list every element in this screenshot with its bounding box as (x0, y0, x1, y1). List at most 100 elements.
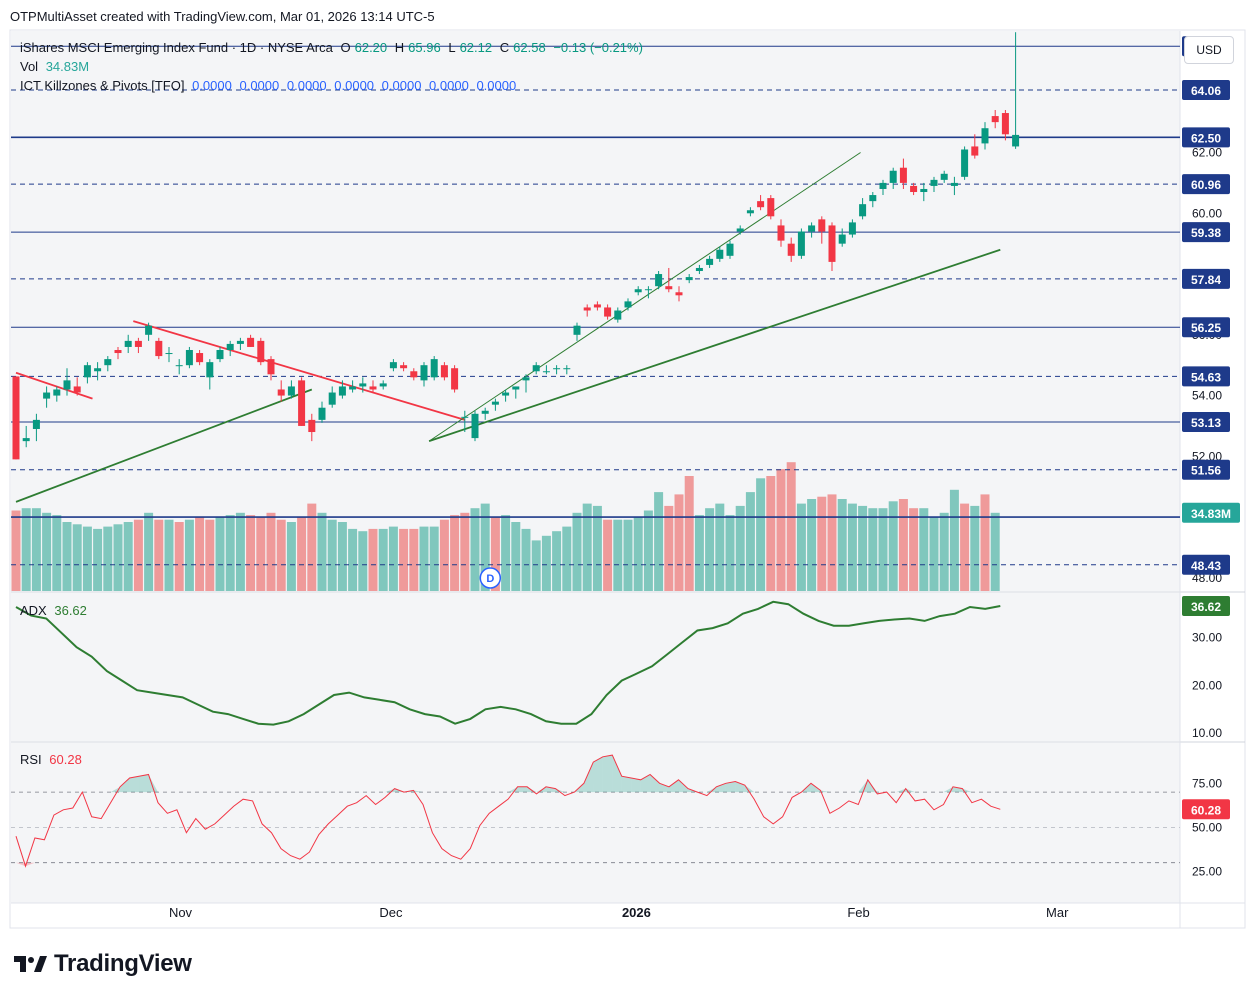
adx-axis-tick: 10.00 (1192, 726, 1222, 740)
volume-bar (297, 517, 307, 591)
candle-body (665, 286, 673, 290)
volume-bar (796, 503, 806, 591)
candle-body (899, 167, 907, 183)
adx-pane (11, 593, 1180, 741)
volume-bar (480, 503, 490, 591)
volume-label[interactable]: Vol (20, 59, 39, 74)
level-label: 60.96 (1191, 178, 1221, 192)
adx-label[interactable]: ADX (20, 603, 47, 618)
rsi-overbought-fill (744, 785, 755, 793)
ict-value: 0.0000 (381, 78, 422, 93)
time-axis-label: Dec (379, 905, 403, 920)
level-label: 64.06 (1191, 84, 1221, 98)
candle-body (583, 307, 591, 311)
rsi-oversold-fill (16, 862, 26, 867)
candle-body (685, 277, 693, 281)
symbol-title[interactable]: iShares MSCI Emerging Index Fund · 1D · … (20, 40, 333, 55)
ict-legend: ICT Killzones & Pivots [TFO] 0.0000 0.00… (20, 78, 520, 93)
volume-bar (235, 512, 245, 591)
candle-body (389, 362, 397, 369)
adx-last-label: 36.62 (1191, 600, 1221, 614)
volume-bar (195, 517, 205, 591)
volume-bar (909, 508, 919, 591)
time-axis-label: Feb (847, 905, 869, 920)
rsi-overbought-fill (621, 776, 632, 793)
volume-bar (307, 503, 317, 591)
candle-body (471, 413, 479, 439)
candle-body (12, 376, 20, 460)
candle-body (165, 353, 173, 355)
volume-bar (817, 496, 827, 591)
volume-bar (399, 528, 409, 591)
volume-bar (929, 517, 939, 591)
volume-bar (154, 519, 164, 591)
volume-bar (888, 501, 898, 591)
rsi-overbought-fill (669, 779, 679, 793)
high-value: 65.96 (408, 40, 441, 55)
volume-bar (62, 522, 72, 591)
rsi-label[interactable]: RSI (20, 752, 42, 767)
candle-body (328, 392, 336, 405)
tradingview-logo[interactable]: TradingView (12, 950, 192, 978)
tradingview-logo-icon (14, 956, 47, 972)
candle-body (542, 371, 550, 373)
volume-bar (276, 519, 286, 591)
candle-body (920, 188, 928, 193)
candle-body (563, 368, 571, 370)
candle-body (910, 185, 918, 193)
candle-body (410, 371, 418, 378)
candle-body (94, 368, 102, 372)
volume-bar (378, 528, 388, 591)
candle-body (828, 225, 836, 262)
level-label-box (1182, 366, 1230, 387)
candle-body (461, 416, 469, 418)
level-label: 48.43 (1191, 559, 1221, 573)
candle-body (716, 249, 724, 259)
rsi-overbought-fill (413, 790, 423, 793)
candle-body (624, 301, 632, 308)
volume-bar (684, 476, 694, 591)
currency-button[interactable]: USD (1184, 36, 1234, 64)
price-axis-tick: 60.00 (1192, 206, 1222, 220)
candle-body (869, 195, 877, 202)
candle-body (440, 365, 448, 378)
volume-bar (664, 505, 674, 591)
volume-bar (552, 531, 562, 591)
volume-bar (858, 505, 868, 591)
volume-bar (266, 512, 276, 591)
candle-body (206, 362, 214, 378)
volume-bar (409, 528, 419, 591)
volume-bar (327, 519, 337, 591)
candle-body (981, 128, 989, 144)
candle-body (736, 228, 744, 232)
rsi-overbought-fill (508, 786, 518, 793)
rsi-overbought-fill (593, 756, 603, 793)
volume-bar (460, 512, 470, 591)
candle-body (930, 179, 938, 186)
price-legend: iShares MSCI Emerging Index Fund · 1D · … (20, 40, 647, 55)
candle-body (277, 389, 285, 396)
candle-body (573, 325, 581, 335)
ict-label[interactable]: ICT Killzones & Pivots [TFO] (20, 78, 185, 93)
volume-bar (725, 515, 735, 591)
candle-body (349, 386, 357, 390)
candle-body (369, 386, 377, 390)
candle-body (879, 182, 887, 189)
candle-body (298, 380, 306, 426)
candle-body (695, 267, 703, 272)
adx-axis-tick: 20.00 (1192, 678, 1222, 692)
candle-body (553, 368, 561, 370)
volume-bar (970, 505, 980, 591)
high-label: H (394, 40, 405, 55)
volume-bar (531, 540, 541, 591)
candle-body (940, 173, 948, 180)
candle-body (481, 410, 489, 414)
rsi-overbought-fill (555, 788, 565, 793)
candle-body (400, 365, 408, 369)
candle-body (746, 210, 754, 214)
volume-bar (348, 528, 358, 591)
level-label-box (1182, 459, 1230, 480)
level-label-box (1182, 317, 1230, 338)
level-label: 59.38 (1191, 226, 1221, 240)
